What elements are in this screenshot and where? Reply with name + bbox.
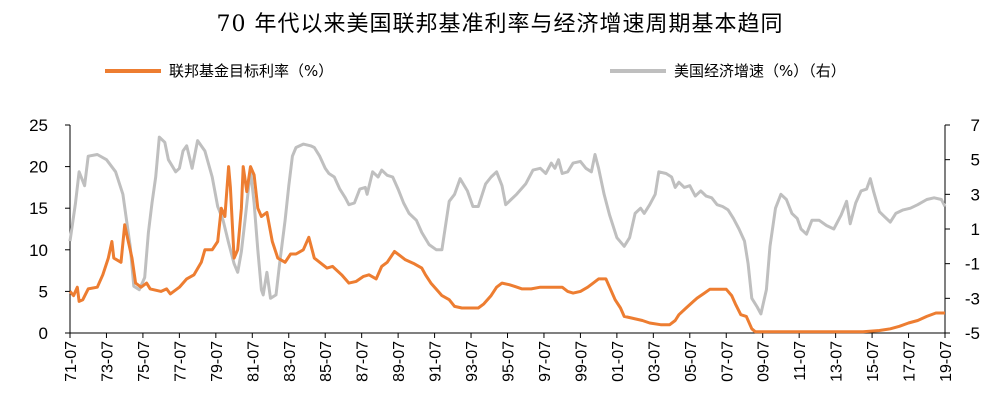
left-axis-tick-label: 5 (39, 282, 48, 301)
right-axis-tick-label: -3 (965, 289, 980, 308)
legend-label-gdp-growth: 美国经济增速（%）（右） (674, 62, 846, 80)
x-axis-tick-label: 13-07 (829, 341, 846, 382)
x-axis-tick-label: 05-07 (683, 341, 700, 382)
x-axis-tick-label: 03-07 (646, 341, 663, 382)
right-axis-tick-label: 1 (971, 220, 980, 239)
x-axis-tick-label: 75-07 (136, 341, 153, 382)
x-axis-tick-label: 89-07 (391, 341, 408, 382)
right-axis-tick-label: 3 (971, 185, 980, 204)
x-axis-tick-label: 17-07 (902, 341, 919, 382)
left-axis-tick-label: 0 (39, 324, 48, 343)
right-axis-tick-label: 7 (971, 116, 980, 135)
legend-item-fed-rate: 联邦基金目标利率（%） (105, 60, 333, 81)
legend-item-gdp-growth: 美国经济增速（%）（右） (610, 60, 846, 81)
right-axis-tick-label: 5 (971, 151, 980, 170)
x-axis-tick-label: 71-07 (63, 341, 80, 382)
x-axis-tick-label: 87-07 (355, 341, 372, 382)
right-axis-tick-label: -5 (965, 324, 980, 343)
x-axis-tick-label: 81-07 (245, 341, 262, 382)
x-axis-tick-label: 11-07 (792, 341, 809, 381)
legend-swatch-gdp-growth (610, 68, 666, 73)
x-axis-tick-label: 99-07 (573, 341, 590, 382)
x-axis-tick-label: 95-07 (501, 341, 518, 382)
x-axis-tick-label: 73-07 (99, 341, 116, 382)
legend-swatch-fed-rate (105, 68, 161, 73)
x-axis-tick-label: 01-07 (610, 341, 627, 382)
x-axis-tick-label: 85-07 (318, 341, 335, 382)
chart-title: 70 年代以来美国联邦基准利率与经济增速周期基本趋同 (216, 12, 784, 37)
legend-label-fed-rate: 联邦基金目标利率（%） (169, 62, 334, 80)
series-line-gdp-growth (68, 135, 947, 316)
x-axis-tick-label: 83-07 (282, 341, 299, 382)
x-axis-tick-label: 93-07 (464, 341, 481, 382)
x-axis-tick-label: 15-07 (865, 341, 882, 382)
x-axis-tick-label: 97-07 (537, 341, 554, 382)
x-axis-tick-label: 09-07 (756, 341, 773, 382)
left-axis-tick-label: 25 (29, 116, 48, 135)
x-axis-tick-label: 91-07 (428, 341, 445, 382)
x-axis-tick-label: 07-07 (719, 341, 736, 382)
left-axis-tick-label: 10 (29, 241, 48, 260)
series-line-fed-rate (68, 165, 945, 334)
right-axis-tick-label: -1 (965, 255, 980, 274)
x-axis-tick-label: 79-07 (209, 341, 226, 382)
left-axis-tick-label: 15 (29, 199, 48, 218)
x-axis-tick-label: 19-07 (938, 341, 955, 382)
x-axis-tick-label: 77-07 (172, 341, 189, 382)
left-axis-tick-label: 20 (29, 158, 48, 177)
